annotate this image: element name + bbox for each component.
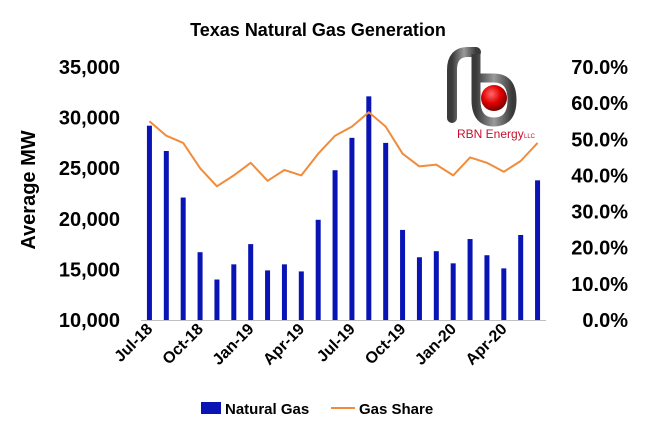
logo-text: RBN Energy [457,127,524,141]
chart-title: Texas Natural Gas Generation [190,20,446,40]
bar-Jul-19 [349,137,355,320]
bar-Sep-19 [383,142,389,320]
bar-Jun-20 [535,180,541,320]
bar-Feb-19 [265,270,271,320]
bar-Jan-19 [248,244,254,320]
bar-Jun-19 [332,170,338,320]
bar-Mar-19 [281,264,287,320]
logo-suffix: LLC [524,134,536,140]
y-axis-label: Average MW [18,130,40,249]
bar-Dec-18 [231,264,237,320]
x-tick-label: Jul-19 [314,321,359,366]
x-tick-label: Jan-19 [210,321,258,369]
bar-Apr-20 [501,268,507,320]
y2-tick-label: 60.0% [571,93,628,115]
bar-Jan-20 [450,263,456,320]
x-tick-label: Oct-18 [160,321,207,368]
legend-gas-share-label: Gas Share [359,401,433,418]
y2-tick-label: 10.0% [571,274,628,296]
bar-Mar-20 [484,255,490,320]
y-tick-label: 25,000 [59,158,120,180]
y2-tick-label: 20.0% [571,238,628,260]
x-axis-ticks: Jul-18 Oct-18 Jan-19 Apr-19 Jul-19 Oct-19 Jan-… [112,321,511,369]
y-tick-label: 20,000 [59,209,120,231]
y2-tick-label: 70.0% [571,57,628,79]
legend: Natural Gas Gas Share [201,401,433,418]
logo-ball-icon [481,85,507,111]
rbn-energy-logo: RBN Energy LLC [447,47,536,141]
bar-Oct-18 [197,252,203,320]
y2-tick-label: 0.0% [582,310,628,332]
bar-Aug-18 [163,150,169,320]
bar-Aug-19 [366,96,372,321]
bar-May-20 [518,234,524,320]
bar-May-19 [315,219,321,320]
legend-natural-gas-swatch [201,402,221,414]
bar-Sep-18 [180,197,186,320]
bar-Oct-19 [400,229,406,320]
x-tick-label: Oct-19 [362,321,409,368]
y2-tick-label: 40.0% [571,165,628,187]
bar-Nov-18 [214,279,220,320]
x-tick-label: Jan-20 [412,321,460,369]
y-tick-label: 30,000 [59,108,120,130]
natural-gas-bars [146,96,541,321]
y2-tick-label: 50.0% [571,129,628,151]
y-tick-label: 10,000 [59,310,120,332]
left-axis-ticks: 10,000 15,000 20,000 25,000 30,000 35,000 [59,57,120,332]
gas-share-line [148,111,539,188]
bar-Feb-20 [467,239,473,320]
y-tick-label: 15,000 [59,259,120,281]
y-tick-label: 35,000 [59,57,120,79]
bar-Apr-19 [298,271,304,320]
right-axis-ticks: 0.0% 10.0% 20.0% 30.0% 40.0% 50.0% 60.0% 70.0% [571,57,628,332]
gas-share-line-group [148,111,539,188]
bar-Jul-18 [146,125,152,320]
y2-tick-label: 30.0% [571,202,628,224]
legend-natural-gas-label: Natural Gas [225,401,309,418]
bar-Dec-19 [433,251,439,320]
x-tick-label: Apr-20 [463,321,511,369]
x-tick-label: Apr-19 [260,321,308,369]
bar-Nov-19 [416,257,422,320]
